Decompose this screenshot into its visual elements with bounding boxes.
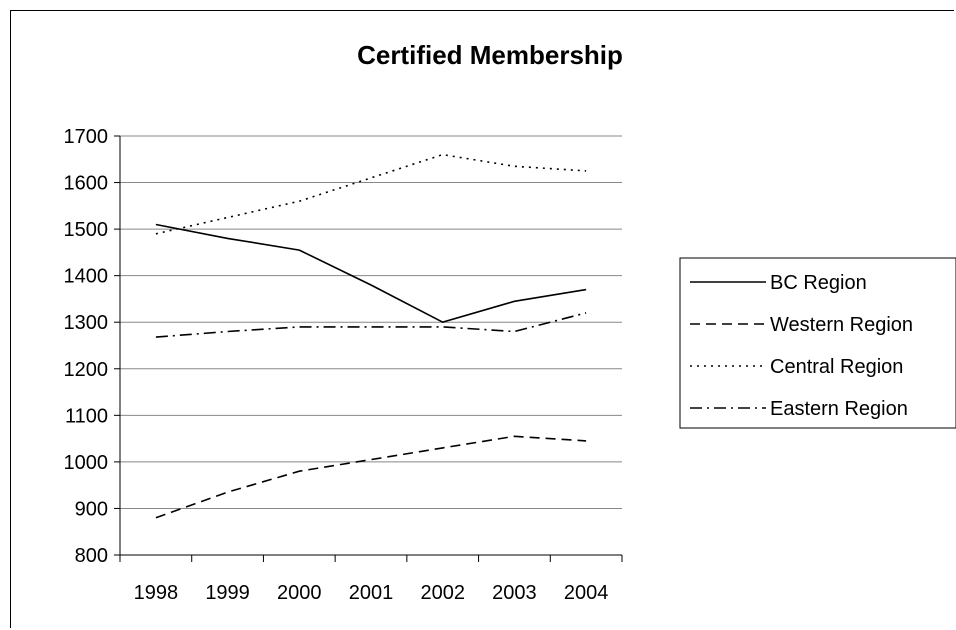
legend: BC Region Western Region Central Region Eas… — [679, 257, 956, 429]
chart-title: Certified Membership — [357, 40, 623, 70]
x-tick-label: 1998 — [134, 582, 179, 604]
series-line-bc-region — [155, 223, 587, 324]
y-tick-label: 1300 — [64, 312, 109, 334]
y-tick-labels: 1700 1600 1500 1400 1300 1200 1100 1000 900 800 — [64, 126, 109, 567]
x-tick-label: 2004 — [564, 582, 609, 604]
legend-label: Central Region — [770, 356, 903, 378]
grid-lines — [120, 135, 622, 509]
x-tick-label: 2003 — [492, 582, 537, 604]
x-tick-label: 2000 — [277, 582, 322, 604]
y-tick-label: 1600 — [64, 173, 109, 195]
series-line-eastern-region — [155, 312, 587, 338]
y-tick-label: 1200 — [64, 359, 109, 381]
axes — [114, 135, 623, 562]
legend-box — [679, 257, 956, 429]
legend-label: BC Region — [770, 272, 867, 294]
x-tick-label: 2002 — [420, 582, 465, 604]
series-line-western-region — [155, 435, 587, 519]
y-tick-label: 1500 — [64, 219, 109, 241]
x-tick-label: 1999 — [205, 582, 250, 604]
legend-label: Eastern Region — [770, 398, 908, 420]
y-tick-label: 1400 — [64, 266, 109, 288]
series-line-central-region — [155, 153, 587, 235]
chart-frame — [10, 10, 954, 628]
y-tick-label: 900 — [75, 498, 108, 520]
x-tick-label: 2001 — [349, 582, 394, 604]
series-lines — [155, 153, 587, 519]
y-tick-label: 800 — [75, 545, 108, 567]
y-tick-label: 1700 — [64, 126, 109, 148]
legend-label: Western Region — [770, 314, 913, 336]
y-tick-label: 1000 — [64, 452, 109, 474]
y-tick-label: 1100 — [65, 405, 108, 427]
x-tick-labels: 1998 1999 2000 2001 2002 2003 2004 — [134, 582, 609, 604]
